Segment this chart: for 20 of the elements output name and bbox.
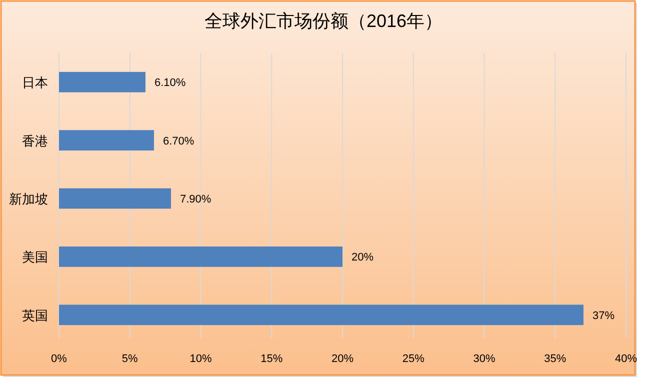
data-label: 20%	[352, 252, 374, 264]
data-label: 7.90%	[180, 194, 212, 206]
y-tick-label: 英国	[22, 308, 48, 323]
chart-title: 全球外汇市场份额（2016年）	[204, 11, 443, 31]
data-label: 6.10%	[154, 77, 186, 90]
x-tick-label: 30%	[473, 353, 496, 365]
y-tick-label: 美国	[22, 250, 48, 265]
data-label: 6.70%	[162, 135, 194, 148]
data-label: 37%	[592, 310, 615, 322]
x-tick-label: 20%	[331, 353, 354, 365]
y-tick-label: 日本	[22, 75, 48, 90]
x-tick-label: 15%	[260, 353, 283, 365]
x-tick-label: 35%	[544, 353, 566, 365]
y-tick-label: 新加坡	[9, 192, 48, 206]
x-tick-label: 40%	[614, 353, 638, 365]
x-tick-label: 10%	[190, 353, 212, 365]
x-tick-label: 5%	[122, 353, 138, 365]
y-tick-label: 香港	[22, 133, 48, 148]
x-tick-label: 0%	[51, 353, 68, 365]
x-tick-label: 25%	[402, 353, 425, 365]
